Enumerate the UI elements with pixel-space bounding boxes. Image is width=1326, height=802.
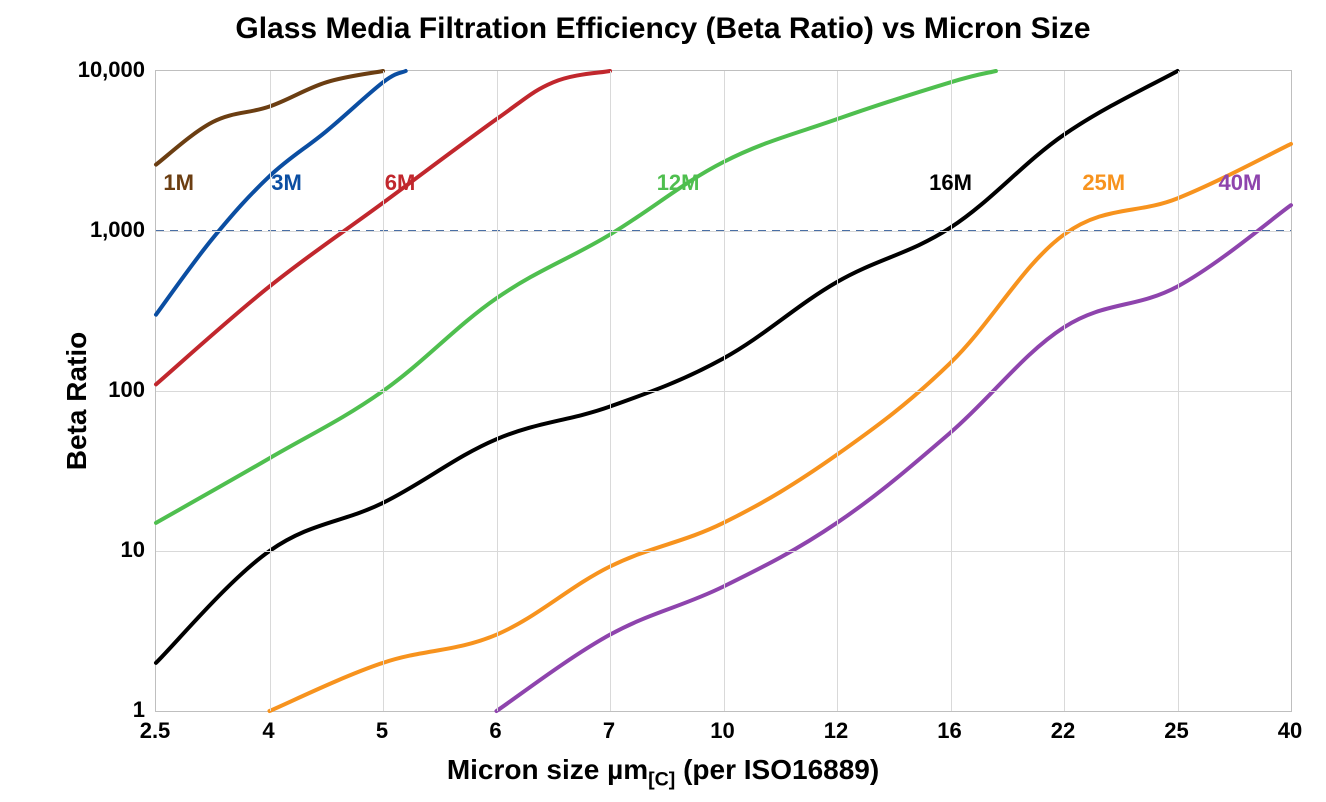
x-tick-label: 22: [1051, 718, 1075, 744]
chart-container: Glass Media Filtration Efficiency (Beta …: [0, 0, 1326, 802]
x-tick-label: 10: [710, 718, 734, 744]
y-tick-label: 10: [65, 537, 145, 563]
x-tick-label: 4: [262, 718, 274, 744]
grid-line-h: [156, 551, 1291, 552]
series-label-12M: 12M: [657, 170, 700, 196]
x-tick-label: 6: [489, 718, 501, 744]
y-tick-label: 10,000: [65, 57, 145, 83]
series-line-12M: [156, 71, 996, 523]
y-tick-label: 100: [65, 377, 145, 403]
series-label-40M: 40M: [1219, 170, 1262, 196]
series-label-25M: 25M: [1082, 170, 1125, 196]
x-axis-label-prefix: Micron size µm: [447, 754, 648, 785]
grid-line-h: [156, 231, 1291, 232]
series-line-16M: [156, 71, 1178, 663]
x-tick-label: 12: [824, 718, 848, 744]
grid-line-h: [156, 391, 1291, 392]
x-tick-label: 25: [1164, 718, 1188, 744]
x-tick-label: 16: [937, 718, 961, 744]
series-line-40M: [497, 205, 1292, 711]
x-tick-label: 40: [1278, 718, 1302, 744]
x-axis-label: Micron size µm[C] (per ISO16889): [0, 754, 1326, 792]
series-label-16M: 16M: [929, 170, 972, 196]
y-tick-label: 1,000: [65, 217, 145, 243]
series-label-1M: 1M: [163, 170, 194, 196]
series-label-3M: 3M: [271, 170, 302, 196]
y-tick-label: 1: [65, 697, 145, 723]
x-axis-label-sub: [C]: [648, 769, 675, 791]
chart-title: Glass Media Filtration Efficiency (Beta …: [0, 12, 1326, 46]
series-label-6M: 6M: [385, 170, 416, 196]
plot-area: 1M 3M 6M 12M 16M 25M 40M: [155, 70, 1292, 712]
x-axis-label-suffix: (per ISO16889): [675, 754, 879, 785]
series-line-25M: [270, 144, 1292, 711]
x-tick-label: 7: [603, 718, 615, 744]
x-tick-label: 5: [376, 718, 388, 744]
